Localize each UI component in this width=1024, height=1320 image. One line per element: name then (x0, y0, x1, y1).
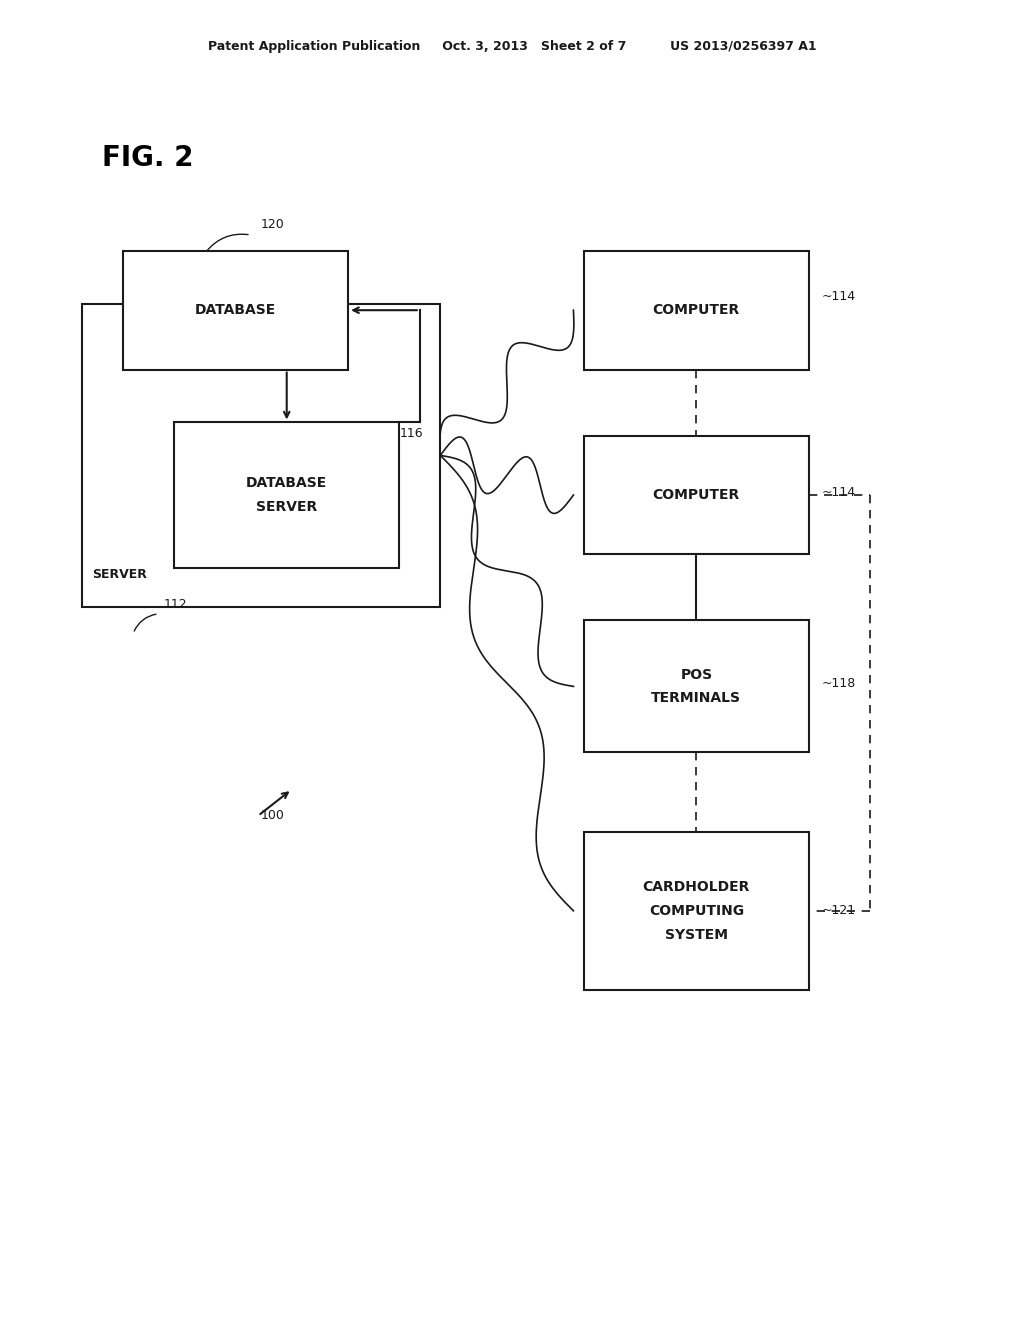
Text: COMPUTER: COMPUTER (652, 304, 740, 317)
Text: 112: 112 (164, 598, 187, 611)
Text: COMPUTER: COMPUTER (652, 488, 740, 502)
Text: DATABASE: DATABASE (246, 477, 328, 490)
FancyBboxPatch shape (584, 832, 809, 990)
Text: 100: 100 (261, 809, 285, 822)
Text: POS: POS (680, 668, 713, 681)
Text: SYSTEM: SYSTEM (665, 928, 728, 941)
Text: CARDHOLDER: CARDHOLDER (643, 880, 750, 894)
Text: 116: 116 (399, 426, 423, 440)
Text: DATABASE: DATABASE (195, 304, 276, 317)
Text: SERVER: SERVER (92, 568, 147, 581)
Text: Patent Application Publication     Oct. 3, 2013   Sheet 2 of 7          US 2013/: Patent Application Publication Oct. 3, 2… (208, 40, 816, 53)
Text: TERMINALS: TERMINALS (651, 692, 741, 705)
FancyBboxPatch shape (584, 251, 809, 370)
Text: ~114: ~114 (821, 290, 855, 304)
Text: ~114: ~114 (821, 486, 855, 499)
FancyBboxPatch shape (584, 620, 809, 752)
Text: FIG. 2: FIG. 2 (102, 144, 194, 173)
Text: SERVER: SERVER (256, 500, 317, 513)
FancyBboxPatch shape (82, 304, 440, 607)
Text: ~118: ~118 (821, 677, 855, 690)
FancyBboxPatch shape (123, 251, 348, 370)
Text: ~121: ~121 (821, 904, 855, 917)
Text: 120: 120 (261, 218, 285, 231)
Text: COMPUTING: COMPUTING (649, 904, 743, 917)
FancyBboxPatch shape (174, 422, 399, 568)
FancyBboxPatch shape (584, 436, 809, 554)
